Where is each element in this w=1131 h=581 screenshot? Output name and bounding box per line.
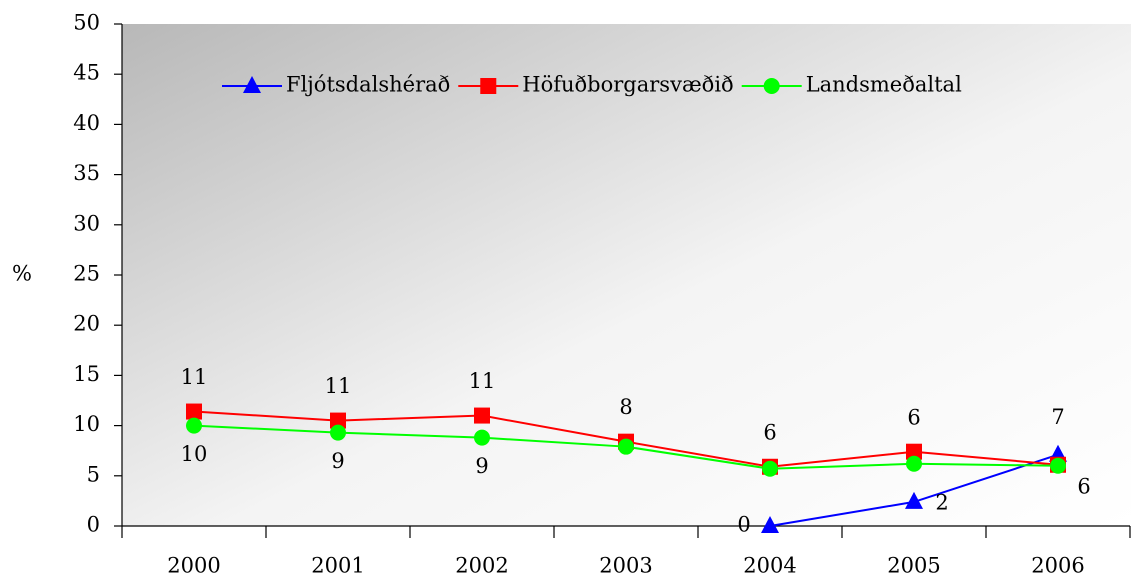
marker: [330, 424, 346, 441]
legend-label: Höfuðborgarsvæðið: [522, 73, 733, 97]
x-tick-label: 2003: [599, 554, 652, 578]
marker: [905, 491, 923, 509]
data-label: 9: [331, 449, 344, 473]
y-tick-label: 10: [73, 412, 100, 436]
marker: [474, 429, 490, 446]
x-tick-label: 2002: [455, 554, 508, 578]
marker: [761, 516, 779, 533]
x-tick-label: 2005: [887, 554, 940, 578]
x-tick-label: 2000: [167, 554, 220, 578]
data-label: 6: [763, 420, 776, 444]
data-label: 0: [737, 513, 750, 537]
marker: [906, 455, 922, 472]
x-tick-label: 2006: [1031, 554, 1084, 578]
legend-marker: [243, 76, 261, 93]
x-tick-label: 2004: [743, 554, 796, 578]
legend-marker: [763, 78, 780, 94]
marker: [1050, 457, 1066, 474]
y-axis-label: %: [12, 262, 32, 286]
marker: [474, 407, 490, 424]
marker: [906, 443, 922, 460]
y-tick-label: 5: [87, 462, 100, 486]
data-label: 10: [181, 442, 208, 466]
y-tick-label: 0: [87, 513, 100, 537]
legend-label: Fljótsdalshérað: [286, 73, 450, 97]
y-tick-label: 25: [73, 262, 100, 286]
marker: [762, 460, 778, 477]
data-label: 11: [181, 365, 208, 389]
y-tick-label: 15: [73, 362, 100, 386]
y-tick-label: 35: [73, 161, 100, 185]
marker: [330, 412, 346, 429]
y-tick-label: 30: [73, 211, 100, 235]
data-label: 6: [1077, 474, 1090, 498]
data-label: 11: [469, 369, 496, 393]
y-tick-label: 45: [73, 61, 100, 85]
data-label: 11: [325, 374, 352, 398]
x-tick-label: 2001: [311, 554, 364, 578]
data-label: 8: [619, 395, 632, 419]
marker: [186, 417, 202, 434]
legend-label: Landsmeðaltal: [806, 73, 962, 97]
data-label: 2: [935, 490, 948, 514]
y-tick-label: 40: [73, 111, 100, 135]
data-label: 7: [1051, 405, 1064, 429]
y-tick-label: 50: [73, 11, 100, 35]
marker: [618, 438, 634, 455]
data-label: 9: [475, 454, 488, 478]
y-tick-label: 20: [73, 312, 100, 336]
data-label: 6: [907, 405, 920, 429]
marker: [186, 403, 202, 420]
legend-marker: [480, 78, 497, 94]
